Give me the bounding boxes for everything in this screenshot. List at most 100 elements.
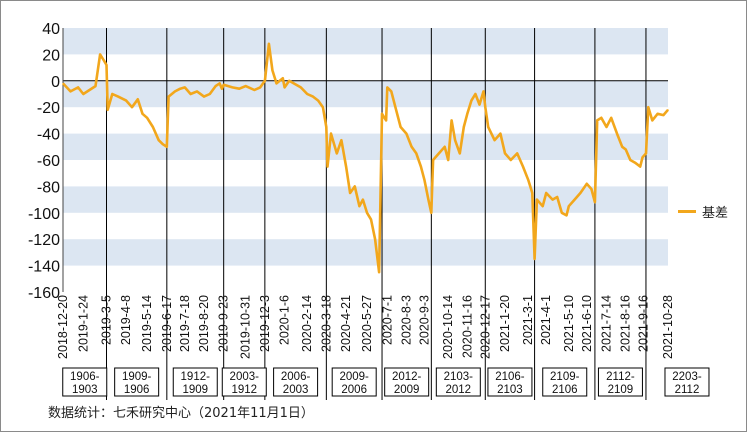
data-point (312, 96, 314, 98)
data-point (362, 199, 364, 201)
data-point (625, 148, 627, 151)
data-point (209, 93, 211, 95)
data-point (545, 192, 547, 194)
data-point (531, 192, 533, 194)
data-point (444, 146, 446, 148)
data-point (203, 96, 205, 98)
data-point (330, 133, 332, 135)
data-point (565, 214, 568, 217)
grid-band (63, 133, 668, 160)
x-tick-label: 2021-1-20 (498, 295, 512, 352)
data-point (411, 146, 413, 148)
data-point (667, 109, 669, 111)
data-point (340, 139, 343, 141)
x-tick-label: 2020-5-27 (360, 295, 374, 352)
data-point (451, 119, 453, 121)
data-point (616, 133, 618, 135)
y-tick-label: 0 (51, 74, 60, 91)
x-tick-label: 2019-12-3 (258, 295, 272, 352)
contract-label-line2: 2112 (675, 384, 700, 396)
x-tick-label: 2020-7-1 (380, 295, 394, 345)
x-tick-label: 2019-6-17 (160, 295, 174, 352)
x-tick-label: 2020-2-14 (300, 295, 314, 352)
x-tick-label: 2019-4-8 (119, 295, 133, 345)
data-point (641, 156, 644, 158)
legend-label: 基差 (702, 206, 729, 221)
y-tick-label: 40 (42, 21, 60, 38)
data-point (493, 139, 496, 141)
grid-band (63, 28, 668, 55)
data-point (542, 205, 544, 207)
data-point (219, 82, 221, 85)
contract-box (542, 367, 588, 397)
data-point (184, 86, 186, 88)
data-point (516, 152, 518, 154)
x-tick-label: 2021-6-10 (580, 295, 594, 352)
data-point (470, 100, 472, 102)
x-tick-label: 2020-12-17 (478, 295, 492, 359)
y-tick-label: -100 (28, 206, 60, 223)
data-point (423, 179, 425, 181)
data-point (639, 166, 641, 168)
data-point (190, 93, 192, 95)
data-point (656, 113, 659, 115)
x-tick-label: 2018-12-20 (56, 295, 70, 359)
data-point (499, 133, 501, 135)
data-point (454, 139, 456, 141)
x-tick-label: 2020-11-16 (460, 295, 474, 358)
data-point (271, 69, 274, 71)
data-point (336, 152, 338, 154)
data-point (466, 113, 468, 115)
contract-label-line2: 2106 (552, 384, 578, 396)
data-point (162, 143, 164, 145)
contract-label-line2: 1912 (231, 384, 257, 396)
data-point (370, 218, 372, 220)
contract-label-line1: 2103- (444, 371, 474, 383)
data-point (283, 86, 286, 88)
x-tick-label: 2020-8-3 (399, 295, 413, 345)
legend: 基差 (678, 202, 728, 221)
legend-swatch (678, 210, 696, 213)
data-point (510, 159, 512, 161)
data-point (662, 114, 664, 116)
data-point (167, 96, 170, 98)
x-tick-label: 2020-1-6 (278, 295, 292, 345)
contract-label-line2: 2012 (446, 384, 472, 396)
data-point (306, 93, 308, 95)
contract-label-line1: 2003- (230, 371, 260, 383)
data-point (275, 82, 278, 85)
x-tick-label: 2021-9-16 (637, 295, 651, 352)
data-point (430, 212, 432, 214)
y-tick-label: -160 (28, 285, 60, 302)
contract-box (62, 367, 108, 397)
data-point (420, 166, 422, 168)
x-tick-label: 2021-4-1 (539, 295, 553, 345)
data-point (111, 93, 113, 95)
contract-label-line1: 2009- (339, 371, 369, 383)
data-point (596, 119, 598, 121)
data-point (504, 152, 506, 154)
contract-label-line1: 1906- (70, 371, 100, 383)
contract-label-line1: 2006- (281, 371, 311, 383)
x-tick-label: 2020-3-18 (319, 295, 333, 352)
contract-label-line2: 2003 (283, 384, 309, 396)
data-point (179, 88, 181, 90)
data-point (447, 159, 449, 161)
x-tick-label: 2021-10-28 (661, 295, 675, 359)
data-point (125, 100, 127, 102)
contract-label-line2: 2009 (394, 384, 420, 396)
data-point (174, 90, 176, 92)
contract-label-line1: 2109- (550, 371, 580, 383)
data-point (231, 86, 233, 88)
data-point (459, 152, 461, 154)
data-point (137, 98, 139, 100)
data-point (354, 185, 356, 187)
data-point (574, 199, 576, 201)
data-point (478, 103, 481, 106)
data-point (158, 139, 160, 141)
data-point (141, 113, 144, 115)
x-tick-label: 2021-3-1 (521, 295, 535, 345)
grid-band (63, 239, 668, 266)
data-point (438, 152, 440, 154)
